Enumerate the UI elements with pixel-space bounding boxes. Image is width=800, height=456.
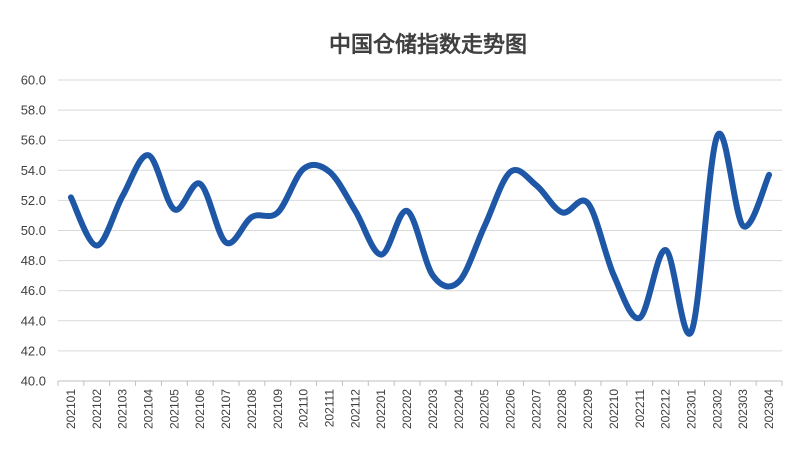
y-axis-ticks: 40.0 42.0 44.0 46.0 48.0 50.0 52.0 54.0 56.0 58.0… (21, 73, 46, 389)
y-tick-label: 50.0 (21, 223, 46, 238)
x-tick-label: 202303 (736, 389, 750, 429)
y-tick-label: 40.0 (21, 374, 46, 389)
x-tick-label: 202105 (167, 389, 181, 429)
x-tick-label: 202209 (581, 389, 595, 429)
x-tick-label: 202301 (685, 389, 699, 429)
y-tick-label: 54.0 (21, 163, 46, 178)
x-tick-label: 202202 (400, 389, 414, 429)
x-tick-label: 202302 (710, 389, 724, 429)
y-tick-label: 60.0 (21, 73, 46, 88)
x-tick-label: 202109 (271, 389, 285, 429)
x-tick-label: 202106 (193, 389, 207, 429)
x-tick-label: 202111 (323, 389, 337, 428)
x-tick-label: 202206 (504, 389, 518, 429)
x-tick-label: 202210 (607, 389, 621, 429)
x-tick-label: 202211 (633, 389, 647, 428)
x-tick-label: 202104 (142, 389, 156, 429)
y-tick-label: 44.0 (21, 313, 46, 328)
y-tick-label: 46.0 (21, 283, 46, 298)
x-tick-label: 202205 (478, 389, 492, 429)
x-tick-label: 202102 (90, 389, 104, 429)
y-tick-label: 42.0 (21, 343, 46, 358)
x-tick-label: 202204 (452, 389, 466, 429)
x-tick-label: 202207 (529, 389, 543, 429)
x-tick-label: 202103 (116, 389, 130, 429)
y-tick-label: 48.0 (21, 253, 46, 268)
x-tick-label: 202304 (762, 389, 776, 429)
series-line (67, 130, 773, 337)
x-tick-label: 202108 (245, 389, 259, 429)
x-tick-label: 202208 (555, 389, 569, 429)
x-tick-label: 202203 (426, 389, 440, 429)
y-tick-label: 56.0 (21, 133, 46, 148)
series-layer (67, 130, 773, 337)
x-tick-label: 202110 (297, 389, 311, 428)
x-tick-label: 202101 (64, 389, 78, 429)
x-tick-label: 202107 (219, 389, 233, 429)
y-tick-label: 52.0 (21, 193, 46, 208)
chart-title: 中国仓储指数走势图 (329, 32, 527, 58)
x-tick-label: 202112 (348, 389, 362, 428)
x-axis-ticks: 202101 202102 202103 202104 202105 202106 2021… (57, 381, 783, 429)
y-tick-label: 58.0 (21, 103, 46, 118)
x-tick-label: 202201 (374, 389, 388, 429)
x-tick-label: 202212 (659, 389, 673, 429)
